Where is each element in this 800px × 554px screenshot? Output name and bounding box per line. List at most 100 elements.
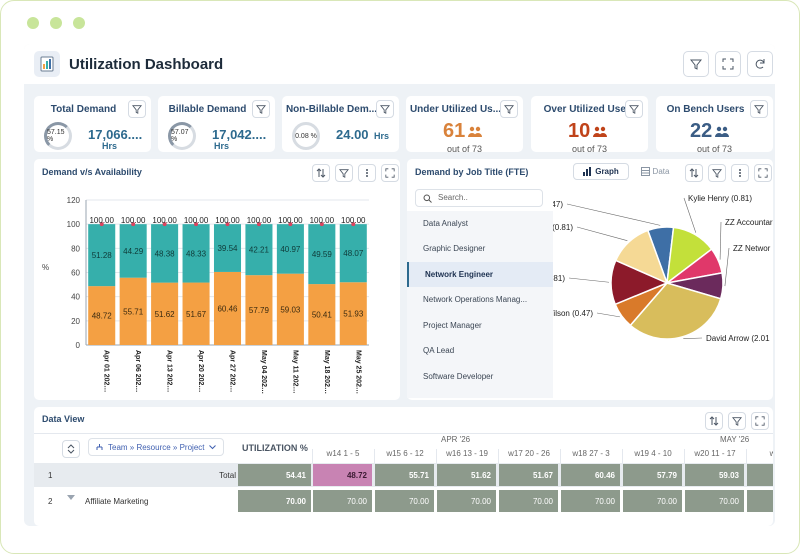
- week-value-cell[interactable]: 70.00: [499, 490, 558, 512]
- count-filter-button[interactable]: [500, 100, 518, 118]
- expand-icon: [758, 168, 768, 178]
- filter-icon: [132, 105, 142, 114]
- count-over-utilized: Over Utilized Users 10 out of 73: [531, 96, 648, 154]
- row-expand-icon[interactable]: [67, 495, 75, 501]
- expand-icon: [722, 58, 734, 70]
- pie-label: Kylie Henry (0.81): [688, 194, 752, 203]
- week-value-cell[interactable]: 70.00: [685, 490, 744, 512]
- sort-button[interactable]: [685, 164, 703, 182]
- x-tick-label: Apr 06 202…: [134, 350, 141, 392]
- sort-icon: [316, 168, 326, 178]
- week-value-cell[interactable]: 48.72: [313, 464, 372, 486]
- graph-toggle-button[interactable]: Graph: [573, 163, 629, 180]
- job-search-input[interactable]: Search..: [415, 189, 543, 207]
- week-value-cell[interactable]: 59.03: [685, 464, 744, 486]
- filter-icon: [754, 105, 764, 114]
- job-item-data-analyst[interactable]: Data Analyst: [423, 219, 468, 228]
- sort-button[interactable]: [312, 164, 330, 182]
- kpi-filter-button[interactable]: [252, 100, 270, 118]
- week-value-cell[interactable]: 70.00: [437, 490, 496, 512]
- x-tick-label: Apr 13 202…: [166, 350, 173, 392]
- line-label: 100.00: [278, 216, 303, 225]
- bar-label-availability: 48.07: [343, 249, 364, 258]
- sort-button[interactable]: [705, 412, 723, 430]
- filter-icon: [712, 169, 722, 178]
- line-point: [194, 222, 199, 227]
- week-value-cell[interactable]: 70.00: [375, 490, 434, 512]
- window-dot-minimize[interactable]: [50, 17, 62, 29]
- month-header-may: MAY '26: [720, 435, 750, 444]
- kpi-title: Billable Demand: [168, 104, 247, 115]
- line-point: [288, 222, 293, 227]
- expand-button[interactable]: [754, 164, 772, 182]
- group-by-select[interactable]: Team » Resource » Project: [88, 438, 224, 456]
- line-point: [225, 222, 230, 227]
- more-vertical-icon: [366, 169, 368, 177]
- refresh-icon: [755, 59, 765, 69]
- x-tick-label: May 25 202…: [354, 350, 361, 394]
- week-value-cell[interactable]: [747, 464, 773, 486]
- kpi-filter-button[interactable]: [376, 100, 394, 118]
- x-tick-label: Apr 01 202…: [103, 350, 110, 392]
- pie-label: ZZ Networ: [733, 244, 771, 253]
- fullscreen-button[interactable]: [715, 51, 741, 77]
- week-value-cell[interactable]: 51.67: [499, 464, 558, 486]
- count-value-group: 61: [443, 120, 483, 143]
- pie-label: Jonathan Boon (0.47): [553, 200, 563, 209]
- bar-label-demand: 51.93: [343, 310, 364, 319]
- bar-segment-availability: [119, 224, 147, 278]
- week-value-cell[interactable]: 70.00: [313, 490, 372, 512]
- week-header: w14 1 - 5: [312, 449, 373, 463]
- job-item-graphic-designer[interactable]: Graphic Designer: [423, 244, 486, 253]
- line-label: 100.00: [121, 216, 146, 225]
- more-button[interactable]: [358, 164, 376, 182]
- y-tick-label: 80: [71, 244, 80, 253]
- week-value-cell[interactable]: 55.71: [375, 464, 434, 486]
- window-dot-maximize[interactable]: [73, 17, 85, 29]
- job-item-network-operations-manager[interactable]: Network Operations Manag...: [423, 295, 528, 304]
- pie-slice: [629, 282, 722, 340]
- line-label: 100.00: [310, 216, 335, 225]
- x-tick-label: Apr 27 202…: [229, 350, 236, 392]
- global-filter-button[interactable]: [683, 51, 709, 77]
- week-value-cell[interactable]: 70.00: [561, 490, 620, 512]
- kpi-value: 17,066....: [88, 127, 143, 142]
- kpi-value: 24.00: [336, 127, 369, 142]
- pie-label: ZZ Accountar: [725, 218, 773, 227]
- row-index: 1: [48, 471, 53, 480]
- week-value-cell[interactable]: 57.79: [623, 464, 682, 486]
- count-sub: out of 73: [696, 144, 733, 154]
- filter-button[interactable]: [728, 412, 746, 430]
- bar-segment-demand: [213, 271, 242, 345]
- week-header: w21: [746, 449, 773, 463]
- data-toggle-button[interactable]: Data: [633, 163, 677, 180]
- expand-button[interactable]: [751, 412, 769, 430]
- job-item-network-engineer[interactable]: Network Engineer: [407, 262, 553, 287]
- sort-icon: [709, 416, 719, 426]
- graph-toggle-label: Graph: [595, 167, 619, 176]
- job-item-software-developer[interactable]: Software Developer: [423, 372, 494, 381]
- kpi-filter-button[interactable]: [128, 100, 146, 118]
- window-dot-close[interactable]: [27, 17, 39, 29]
- job-item-project-manager[interactable]: Project Manager: [423, 321, 482, 330]
- expand-button[interactable]: [381, 164, 399, 182]
- bar-segment-demand: [182, 282, 210, 345]
- week-value-cell[interactable]: 60.46: [561, 464, 620, 486]
- y-tick-label: 120: [67, 196, 81, 205]
- count-filter-button[interactable]: [750, 100, 768, 118]
- count-title: On Bench Users: [666, 104, 745, 115]
- count-filter-button[interactable]: [625, 100, 643, 118]
- week-value-cell[interactable]: 70.00: [623, 490, 682, 512]
- filter-button[interactable]: [335, 164, 353, 182]
- week-header: w17 20 - 26: [498, 449, 559, 463]
- filter-button[interactable]: [708, 164, 726, 182]
- more-button[interactable]: [731, 164, 749, 182]
- bar-label-availability: 42.21: [249, 246, 270, 255]
- expand-collapse-toggle[interactable]: [62, 440, 80, 458]
- pie-label: Smith (0.81): [553, 223, 573, 232]
- refresh-button[interactable]: [747, 51, 773, 77]
- week-value-cell[interactable]: 51.62: [437, 464, 496, 486]
- pie-leader-line: [566, 203, 661, 226]
- week-value-cell[interactable]: [747, 490, 773, 512]
- job-item-qa-lead[interactable]: QA Lead: [423, 346, 455, 355]
